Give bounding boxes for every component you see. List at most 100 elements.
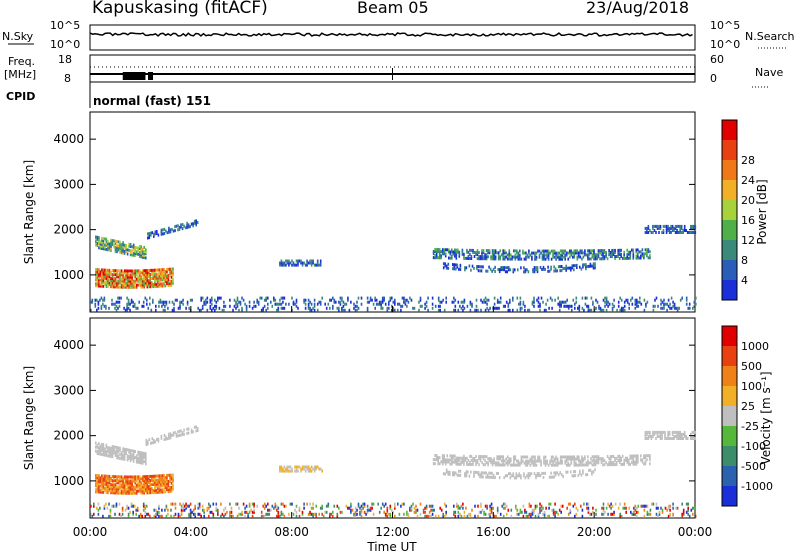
echo-cell [648, 512, 650, 516]
power-colorbar-label: Power [dB] [755, 179, 769, 244]
echo-cell [117, 456, 120, 460]
echo-cell [619, 308, 621, 312]
echo-cell [541, 257, 544, 261]
echo-cell [170, 283, 173, 287]
echo-cell [158, 504, 160, 508]
echo-cell [160, 488, 162, 492]
echo-cell [162, 228, 164, 232]
echo-cell [198, 502, 201, 506]
echo-cell [458, 458, 461, 462]
echo-cell [288, 261, 290, 265]
echo-cell [135, 279, 138, 283]
echo-cell [319, 302, 322, 306]
echo-cell [519, 255, 521, 259]
echo-cell [480, 265, 483, 269]
echo-cell [120, 514, 122, 518]
echo-cell [129, 459, 132, 463]
echo-cell [114, 281, 117, 285]
echo-cell [653, 430, 656, 434]
echo-cell [98, 474, 100, 478]
echo-cell [295, 504, 298, 508]
echo-cell [104, 451, 106, 455]
echo-cell [366, 308, 369, 312]
echo-cell [96, 298, 98, 302]
echo-cell [345, 504, 348, 508]
echo-cell [674, 224, 677, 228]
echo-cell [594, 468, 596, 472]
echo-cell [116, 283, 118, 287]
echo-cell [593, 255, 595, 259]
echo-cell [309, 502, 311, 506]
echo-cell [107, 240, 109, 244]
echo-cell [485, 475, 487, 479]
echo-cell [123, 281, 126, 285]
echo-cell [469, 252, 471, 256]
echo-cell [178, 225, 181, 229]
echo-cell [606, 463, 609, 467]
echo-cell [101, 272, 103, 276]
echo-cell [95, 282, 97, 286]
echo-cell [166, 475, 168, 479]
echo-cell [406, 512, 408, 516]
echo-cell [201, 296, 204, 300]
echo-cell [139, 512, 142, 516]
echo-cell [597, 249, 600, 253]
echo-cell [587, 508, 590, 512]
echo-cell [483, 298, 485, 302]
echo-cell [388, 512, 390, 516]
echo-cell [120, 483, 123, 487]
echo-cell [108, 481, 111, 484]
echo-cell [531, 508, 534, 512]
echo-cell [163, 488, 165, 492]
echo-cell [140, 285, 142, 289]
echo-cell [483, 300, 485, 304]
echo-cell [157, 272, 159, 276]
echo-cell [643, 514, 646, 518]
echo-cell [371, 298, 373, 302]
echo-cell [504, 270, 507, 274]
echo-cell [565, 470, 567, 474]
echo-cell [135, 460, 138, 464]
echo-cell [445, 296, 447, 300]
echo-cell [101, 442, 103, 446]
echo-cell [157, 276, 159, 280]
echo-cell [666, 508, 668, 512]
echo-cell [597, 251, 600, 255]
echo-cell [612, 463, 615, 467]
echo-cell [531, 257, 533, 261]
echo-cell [643, 252, 645, 256]
echo-cell [581, 296, 584, 300]
echo-cell [131, 279, 133, 283]
echo-cell [451, 256, 453, 260]
echo-cell [647, 430, 650, 434]
echo-cell [587, 463, 589, 467]
echo-cell [102, 443, 105, 447]
echo-cell [604, 296, 606, 300]
echo-cell [101, 236, 103, 240]
echo-cell [608, 251, 610, 255]
echo-cell [613, 298, 615, 302]
echo-cell [144, 510, 147, 514]
echo-cell [104, 447, 106, 451]
echo-cell [440, 256, 442, 260]
echo-cell [143, 456, 145, 459]
echo-cell [253, 502, 255, 506]
echo-cell [99, 490, 102, 494]
echo-cell [327, 302, 330, 306]
nsearch-tick-hi: 10^5 [710, 19, 740, 32]
echo-cell [508, 257, 511, 261]
echo-cell [122, 477, 124, 481]
echo-cell [524, 308, 526, 312]
echo-cell [318, 263, 320, 267]
echo-cell [644, 226, 647, 230]
echo-cell [618, 454, 621, 458]
echo-cell [524, 270, 527, 274]
echo-cell [198, 504, 201, 508]
echo-cell [427, 514, 429, 518]
echo-cell [111, 273, 114, 277]
echo-cell [131, 477, 133, 481]
echo-cell [539, 506, 541, 510]
echo-cell [470, 470, 472, 474]
echo-cell [617, 458, 619, 462]
echo-cell [179, 304, 181, 308]
